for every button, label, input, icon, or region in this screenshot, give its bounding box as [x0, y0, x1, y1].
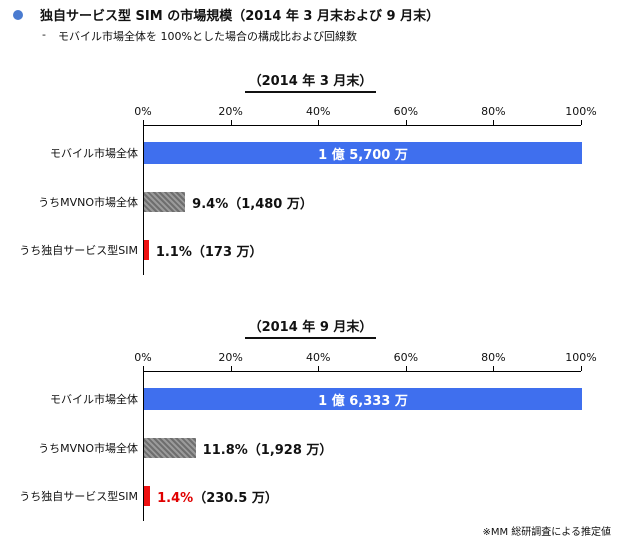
chart-title: （2014 年 9 月末） [0, 316, 621, 339]
x-tick-label: 40% [305, 105, 331, 118]
x-tick-label: 20% [218, 105, 243, 118]
bar-value-label: 1 億 6,333 万 [318, 393, 408, 409]
x-tick-mark [143, 120, 144, 125]
bar-value-label: 1 億 5,700 万 [318, 147, 408, 163]
chart-title-text: （2014 年 3 月末） [244, 74, 377, 93]
x-tick-label: 80% [481, 351, 506, 364]
bar-value-count: （1,928 万） [247, 443, 333, 458]
bullet-icon [13, 10, 23, 20]
bar-value-label: 1.4%（230.5 万） [157, 487, 278, 506]
bar [144, 486, 151, 506]
chart-panel-march: （2014 年 3 月末） 0% 20% 40% 60% 80% 100% モバイル市場全体 1… [0, 70, 621, 310]
bar-value-label: 11.8%（1,928 万） [203, 439, 333, 458]
bar [144, 240, 149, 260]
bar: 1 億 5,700 万 [144, 142, 582, 164]
category-label: うちMVNO市場全体 [38, 196, 138, 209]
bar [144, 192, 186, 212]
x-tick-mark [405, 366, 407, 371]
header-dash: - [42, 28, 46, 41]
category-label: うちMVNO市場全体 [38, 442, 138, 455]
chart-title: （2014 年 3 月末） [0, 70, 621, 93]
bar-value-label: 1.1%（173 万） [156, 241, 263, 260]
category-label: うち独自サービス型SIM [19, 490, 138, 503]
x-tick-label: 80% [481, 105, 506, 118]
chart-title-text: （2014 年 9 月末） [244, 320, 377, 339]
header-title: 独自サービス型 SIM の市場規模（2014 年 3 月末および 9 月末） [40, 9, 440, 24]
x-axis-line [143, 125, 581, 126]
bar [144, 438, 196, 458]
bar-value-percent: 1.1% [155, 245, 192, 260]
x-tick-label: 0% [134, 351, 152, 364]
chart-panel-september: （2014 年 9 月末） 0% 20% 40% 60% 80% 100% モバイル市場全体 1… [0, 316, 621, 556]
bar-value-label: 9.4%（1,480 万） [192, 193, 313, 212]
x-tick-label: 0% [134, 105, 152, 118]
x-tick-mark [318, 120, 320, 125]
category-label: うち独自サービス型SIM [19, 244, 138, 257]
bar: 1 億 6,333 万 [144, 388, 582, 410]
y-axis-line [143, 125, 144, 275]
bar-value-count: （230.5 万） [193, 491, 278, 506]
x-tick-label: 40% [305, 351, 331, 364]
x-tick-mark [318, 366, 320, 371]
x-tick-mark [230, 366, 232, 371]
x-tick-label: 20% [218, 351, 243, 364]
bar-value-percent: 9.4% [192, 197, 229, 212]
x-tick-mark [230, 120, 232, 125]
footnote: ※MM 総研調査による推定値 [482, 527, 611, 538]
x-tick-label: 60% [393, 105, 419, 118]
bar-value-count: （173 万） [191, 245, 263, 260]
x-tick-mark [493, 366, 495, 371]
bar-value-count: （1,480 万） [228, 197, 313, 212]
header-subtitle: モバイル市場全体を 100%とした場合の構成比および回線数 [58, 30, 357, 43]
bar-value-percent: 1.4% [157, 491, 194, 506]
x-tick-mark [405, 120, 407, 125]
x-tick-mark [493, 120, 495, 125]
category-label: モバイル市場全体 [50, 147, 138, 160]
y-axis-line [143, 371, 144, 521]
bar-value-percent: 11.8% [202, 443, 248, 458]
category-label: モバイル市場全体 [50, 393, 138, 406]
x-tick-label: 100% [565, 105, 597, 118]
x-axis-line [143, 371, 581, 372]
x-tick-mark [581, 366, 582, 371]
x-tick-mark [581, 120, 582, 125]
x-tick-label: 100% [565, 351, 597, 364]
x-tick-mark [143, 366, 144, 371]
x-tick-label: 60% [393, 351, 419, 364]
